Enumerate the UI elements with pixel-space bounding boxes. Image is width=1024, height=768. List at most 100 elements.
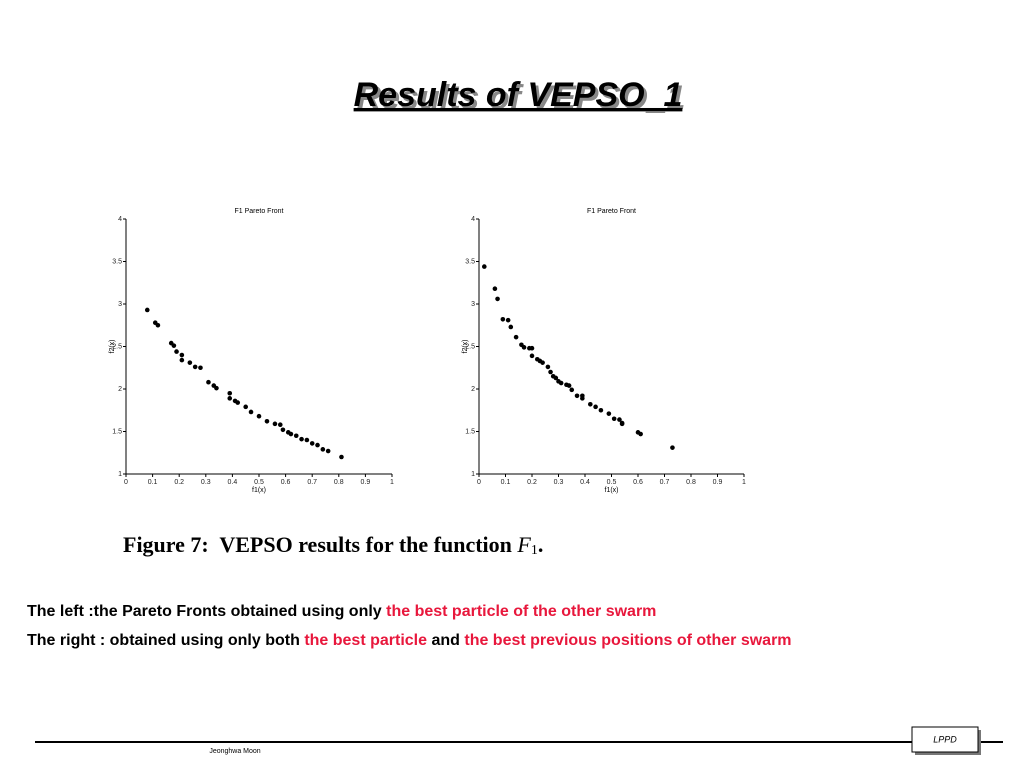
point [548,369,553,375]
y-tick-label: 2 [471,386,475,393]
x-tick-label: 0.9 [713,479,723,486]
caption-text: Figure 7: VEPSO results for the function [123,532,517,557]
point [179,352,185,358]
point [309,441,315,446]
point [155,322,161,328]
point [619,421,625,427]
point [293,433,299,439]
point [492,286,498,292]
point [566,383,572,388]
y-tick-label: 3.5 [112,258,122,265]
x-tick-label: 0.3 [201,479,211,486]
point [171,343,177,348]
x-tick-label: 1 [390,479,394,486]
point [277,422,283,428]
point [617,417,622,422]
y-tick-label: 4 [118,216,122,223]
point [144,307,150,313]
point [304,437,310,443]
point [529,353,535,359]
y-tick-label: 3 [471,301,475,308]
point [569,387,575,393]
x-axis-label: f1(x) [252,487,266,494]
point [264,419,270,424]
point [206,379,211,385]
point [545,364,551,370]
body-line: The left :the Pareto Fronts obtained usi… [27,603,656,620]
text-run: the best previous positions of other swa… [464,632,791,649]
x-tick-label: 1 [742,479,746,486]
point [529,345,535,351]
point [227,390,233,396]
point [500,317,506,322]
x-tick-label: 0.4 [228,479,238,486]
x-tick-label: 0.4 [580,479,590,486]
x-tick-label: 0.3 [554,479,564,486]
point [256,413,262,419]
footer-author: Jeonghwa Moon [209,748,260,755]
body-line: The right : obtained using only both the… [27,632,792,649]
y-tick-label: 1.5 [112,428,122,435]
x-tick-label: 0.7 [307,479,317,486]
x-tick-label: 0 [477,479,481,486]
y-axis-label: f2(x) [109,340,116,354]
point [638,431,643,437]
text-run: The right : obtained using only both [27,632,304,649]
x-tick-label: 0.7 [660,479,670,486]
point [505,317,511,323]
point [588,402,593,407]
point [670,445,675,450]
point [558,380,564,386]
point [235,400,241,405]
point [227,396,233,401]
caption-subscript: 1 [531,543,538,558]
point [606,411,612,416]
caption-suffix: . [538,532,544,557]
x-tick-label: 0 [124,479,128,486]
text-run: the best particle of the other swarm [386,603,656,620]
x-tick-label: 0.5 [607,479,617,486]
y-tick-label: 3 [118,301,122,308]
point [580,396,585,401]
text-run: and [427,632,464,649]
y-tick-label: 4 [471,216,475,223]
point [325,448,331,454]
text-run: the best particle [304,632,427,649]
y-tick-label: 1.5 [465,428,475,435]
point [187,360,193,365]
point [192,364,198,370]
point [248,409,254,415]
point [495,296,500,302]
x-tick-label: 0.2 [174,479,184,486]
chart-title: F1 Pareto Front [587,208,636,215]
y-axis-label: f2(x) [462,340,469,354]
x-axis-label: f1(x) [605,487,619,494]
point [174,349,179,354]
point [540,360,545,365]
x-tick-label: 0.1 [148,479,158,486]
text-run: The left :the Pareto Fronts obtained usi… [27,603,386,620]
point [598,407,604,413]
point [198,365,203,371]
point [214,385,219,391]
point [179,357,185,363]
point [574,393,580,399]
point [611,416,617,422]
point [320,447,326,452]
y-tick-label: 2.5 [112,343,122,350]
point [272,421,278,427]
badge-box [911,726,979,753]
point [482,264,487,269]
x-tick-label: 0.6 [281,479,291,486]
chart-title: F1 Pareto Front [234,208,283,215]
point [513,334,519,340]
figure-caption: Figure 7: VEPSO results for the function… [123,532,543,558]
point [280,427,286,433]
point [593,404,598,410]
title-shadow: Results of VEPSO_1 [357,79,686,117]
x-tick-label: 0.9 [361,479,371,486]
point [339,454,344,460]
x-tick-label: 0.2 [527,479,537,486]
point [315,442,320,448]
